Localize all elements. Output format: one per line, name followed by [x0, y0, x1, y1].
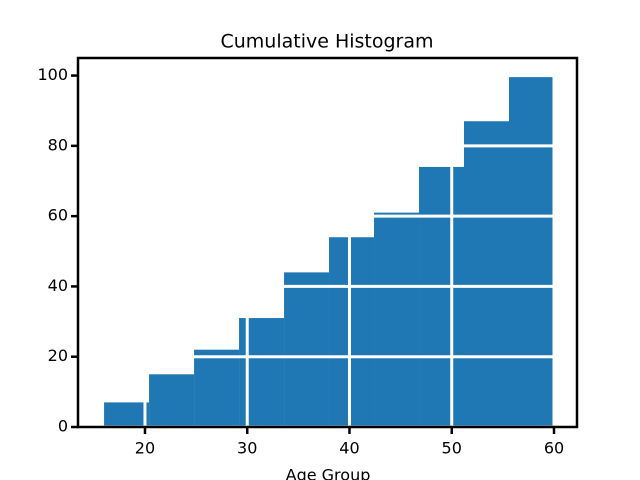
y-tick-label: 0	[58, 417, 68, 436]
y-tick-label: 40	[48, 276, 68, 295]
chart-title: Cumulative Histogram	[220, 31, 433, 53]
bar	[284, 272, 330, 427]
bar	[329, 237, 375, 427]
x-tick-label: 20	[135, 439, 155, 458]
bar	[104, 402, 150, 427]
bar	[464, 121, 510, 427]
bar	[374, 212, 420, 427]
bar	[509, 75, 554, 428]
bar	[194, 349, 240, 427]
y-tick-label: 20	[48, 346, 68, 365]
y-tick-label: 80	[48, 135, 68, 154]
x-axis-label: Age Group	[286, 466, 371, 480]
x-tick-label: 30	[237, 439, 257, 458]
y-tick-label: 60	[48, 206, 68, 225]
bar	[419, 166, 465, 427]
bar	[149, 374, 195, 427]
x-tick-label: 60	[544, 439, 564, 458]
x-tick-label: 50	[442, 439, 462, 458]
plot-frame	[76, 56, 579, 429]
x-tick-label: 40	[339, 439, 359, 458]
y-tick-label: 100	[37, 65, 68, 84]
